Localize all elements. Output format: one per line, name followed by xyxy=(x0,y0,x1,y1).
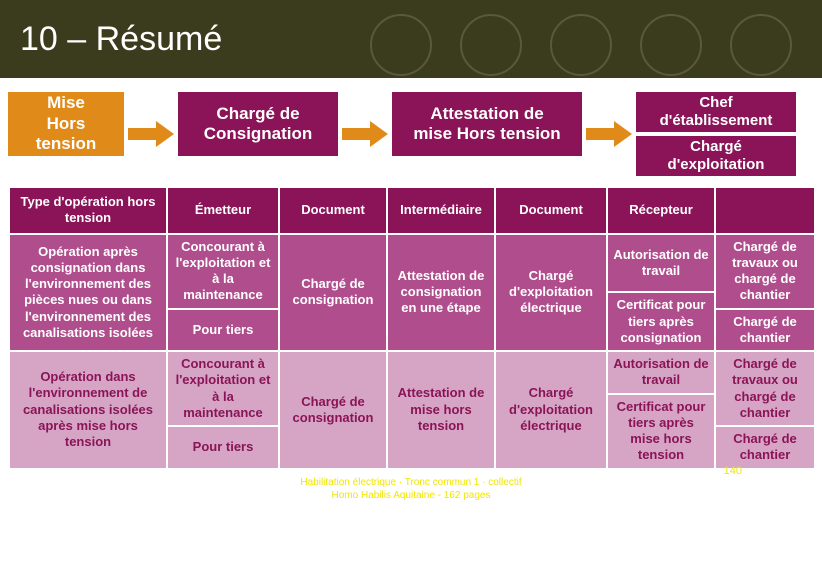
cell-r2-type: Opération dans l'environnement de canali… xyxy=(9,351,167,469)
cell-text: Pour tiers xyxy=(193,439,254,455)
footer: Habilitation électrique · Tronc commun 1… xyxy=(0,474,822,510)
summary-table: Type d'opération hors tensionÉmetteurDoc… xyxy=(8,186,816,470)
flow-box1-line2: Hors tension xyxy=(16,114,116,155)
cell-r2-recepteur: Chargé de travaux ou chargé de chantier … xyxy=(715,351,815,469)
cell-text: Chargé de travaux ou chargé de chantier xyxy=(720,356,810,421)
cell-text: Certificat pour tiers après consignation xyxy=(612,297,710,346)
cell-text: Chargé de consignation xyxy=(293,394,374,425)
cell-text: Pour tiers xyxy=(193,322,254,338)
arrow-right-icon xyxy=(128,121,174,147)
decor-circle xyxy=(640,14,702,76)
flow-stack-right: Chef d'établissement Chargé d'exploitati… xyxy=(636,92,796,176)
cell-r2-doc1: Chargé de consignation xyxy=(279,351,387,469)
flow-box4a-line2: d'établissement xyxy=(660,112,773,130)
cell-r1-type: Opération après consignation dans l'envi… xyxy=(9,234,167,352)
flow-box4b-line2: d'exploitation xyxy=(668,156,765,174)
table-row: Opération après consignation dans l'envi… xyxy=(9,234,815,352)
cell-text: Chargé d'exploitation électrique xyxy=(509,385,593,433)
flow-box4a-line1: Chef xyxy=(699,94,732,112)
cell-r2-emetteur: Concourant à l'exploitation et à la main… xyxy=(167,351,279,469)
flow-box2-line1: Chargé de xyxy=(216,104,299,124)
flow-box4b-line1: Chargé xyxy=(690,138,742,156)
cell-r2-intermediaire: Attestation de mise hors tension xyxy=(387,351,495,469)
flow-box2-line2: Consignation xyxy=(204,124,313,144)
cell-text: Opération après consignation dans l'envi… xyxy=(23,244,153,340)
cell-text: Attestation de consignation en une étape xyxy=(398,268,485,316)
cell-r2-doc3: Autorisation de travail Certificat pour … xyxy=(607,351,715,469)
table-header: Document xyxy=(495,187,607,234)
header-band: 10 – Résumé xyxy=(0,0,822,78)
table-header: Intermédiaire xyxy=(387,187,495,234)
arrow2 xyxy=(338,92,392,176)
flow-box-chef-etablissement: Chef d'établissement xyxy=(636,92,796,132)
cell-text: Certificat pour tiers après mise hors te… xyxy=(612,399,710,464)
decor-circle xyxy=(460,14,522,76)
flow-box-attestation: Attestation de mise Hors tension xyxy=(392,92,582,156)
flow-row: Mise Hors tension Chargé de Consignation… xyxy=(0,78,822,186)
arrow-right-icon xyxy=(342,121,388,147)
cell-r1-doc3: Autorisation de travail Certificat pour … xyxy=(607,234,715,352)
cell-r1-emetteur: Concourant à l'exploitation et à la main… xyxy=(167,234,279,352)
table-header: Émetteur xyxy=(167,187,279,234)
table-row: Opération dans l'environnement de canali… xyxy=(9,351,815,469)
page-title: 10 – Résumé xyxy=(20,20,222,59)
cell-r1-intermediaire: Attestation de consignation en une étape xyxy=(387,234,495,352)
cell-text: Concourant à l'exploitation et à la main… xyxy=(172,356,274,421)
page-number: 140 xyxy=(724,464,742,478)
cell-text: Attestation de mise hors tension xyxy=(398,385,485,433)
table-header-row: Type d'opération hors tensionÉmetteurDoc… xyxy=(9,187,815,234)
footer-line1: Habilitation électrique · Tronc commun 1… xyxy=(0,476,822,489)
cell-text: Autorisation de travail xyxy=(612,247,710,280)
cell-r1-recepteur: Chargé de travaux ou chargé de chantier … xyxy=(715,234,815,352)
flow-box-mise-hors-tension: Mise Hors tension xyxy=(8,92,124,156)
cell-text: Chargé de travaux ou chargé de chantier xyxy=(720,239,810,304)
flow-box-charge-exploitation: Chargé d'exploitation xyxy=(636,136,796,176)
summary-table-wrap: Type d'opération hors tensionÉmetteurDoc… xyxy=(0,186,822,474)
footer-line2: Homo Habilis Aquitaine - 162 pages xyxy=(0,489,822,502)
header-circles xyxy=(370,14,792,76)
decor-circle xyxy=(370,14,432,76)
table-header xyxy=(715,187,815,234)
cell-text: Chargé de consignation xyxy=(293,276,374,307)
cell-text: Concourant à l'exploitation et à la main… xyxy=(172,239,274,304)
flow-box3-line1: Attestation de xyxy=(430,104,543,124)
flow-box-charge-consignation: Chargé de Consignation xyxy=(178,92,338,156)
cell-text: Chargé de chantier xyxy=(720,431,810,464)
decor-circle xyxy=(550,14,612,76)
cell-r1-doc2: Chargé d'exploitation électrique xyxy=(495,234,607,352)
cell-text: Chargé de chantier xyxy=(720,314,810,347)
arrow1 xyxy=(124,92,178,176)
arrow3 xyxy=(582,92,636,176)
table-header: Récepteur xyxy=(607,187,715,234)
flow-box3-line2: mise Hors tension xyxy=(413,124,560,144)
cell-text: Opération dans l'environnement de canali… xyxy=(23,369,153,449)
cell-r2-doc2: Chargé d'exploitation électrique xyxy=(495,351,607,469)
cell-text: Chargé d'exploitation électrique xyxy=(509,268,593,316)
flow-box1-line1: Mise xyxy=(47,93,85,113)
cell-text: Autorisation de travail xyxy=(612,356,710,389)
table-header: Document xyxy=(279,187,387,234)
cell-r1-doc1: Chargé de consignation xyxy=(279,234,387,352)
arrow-right-icon xyxy=(586,121,632,147)
decor-circle xyxy=(730,14,792,76)
table-header: Type d'opération hors tension xyxy=(9,187,167,234)
